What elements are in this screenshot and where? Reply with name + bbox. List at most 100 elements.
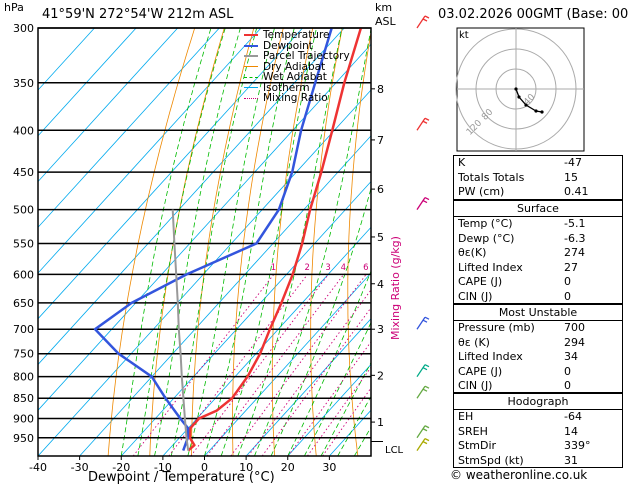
most-unstable-row: Lifted Index 34 bbox=[458, 350, 578, 363]
km-tick-label: 7 bbox=[377, 134, 384, 147]
wind-barb-flag bbox=[424, 364, 430, 368]
surface-row: CAPE (J) 0 bbox=[458, 275, 571, 288]
y-tick-label: 650 bbox=[13, 297, 34, 310]
legend-item-mixing-ratio: Mixing Ratio bbox=[244, 93, 350, 104]
mixing-ratio-label: 6 bbox=[363, 263, 369, 274]
wet-adiabat-line bbox=[337, 395, 371, 456]
km-tick-label: 6 bbox=[377, 183, 384, 196]
isotherm-line bbox=[287, 363, 371, 456]
km-ticks: 1 2 3 4 5 6 7 8 bbox=[371, 83, 384, 442]
isotherm-line bbox=[38, 28, 179, 183]
mixing-ratio-label: 1 bbox=[270, 263, 277, 274]
mixing-ratio-label: 4 bbox=[340, 263, 347, 274]
index-row-k: K -47 bbox=[458, 156, 582, 169]
wind-barb bbox=[416, 316, 426, 330]
y-tick-label: 350 bbox=[13, 77, 34, 90]
wind-barb bbox=[416, 117, 426, 131]
km-tick-label: 8 bbox=[377, 83, 384, 96]
y-tick-label: 900 bbox=[13, 413, 34, 426]
surface-row: Temp (°C) -5.1 bbox=[458, 217, 586, 230]
legend-item-dry-adiabat: Dry Adiabat bbox=[244, 61, 350, 73]
mixing-ratio-axis-label: Mixing Ratio (g/kg) bbox=[389, 236, 402, 340]
wind-barb-flag bbox=[422, 441, 428, 445]
hodograph-stats-row: StmDir 339° bbox=[458, 439, 591, 452]
most-unstable-row: θε (K) 294 bbox=[458, 335, 585, 349]
most-unstable-title: Most Unstable bbox=[454, 305, 622, 321]
datetime-title: 03.02.2026 00GMT (Base: 00) bbox=[438, 7, 629, 22]
y-tick-label: 300 bbox=[13, 22, 34, 35]
x-tick-label: 30 bbox=[322, 461, 336, 474]
km-tick-label: 4 bbox=[377, 278, 384, 291]
wind-barb bbox=[416, 15, 426, 29]
hodograph-point bbox=[517, 95, 521, 99]
wind-barb-flag bbox=[424, 385, 430, 389]
hodograph-stats-row: EH -64 bbox=[458, 410, 582, 423]
x-axis-label: Dewpoint / Temperature (°C) bbox=[88, 470, 275, 485]
x-tick-label: -40 bbox=[29, 461, 47, 474]
hodograph-point bbox=[534, 109, 538, 113]
y-ticks: 300 350 400 450 500 550 600 650 700 750 800 850 900 9… bbox=[13, 22, 34, 445]
hodograph-stats-row: StmSpd (kt) 31 bbox=[458, 453, 578, 467]
km-tick-label: 1 bbox=[377, 416, 384, 429]
credit[interactable]: © weatheronline.co.uk bbox=[450, 468, 588, 482]
isotherm-line bbox=[38, 28, 220, 228]
isotherm-line bbox=[38, 28, 262, 274]
hodograph-point bbox=[524, 103, 528, 107]
wind-barb-flag bbox=[422, 18, 428, 22]
wind-barb-flag bbox=[424, 438, 430, 442]
km-tick-label: 3 bbox=[377, 323, 384, 336]
x-tick-label: 10 bbox=[239, 461, 253, 474]
wind-barb bbox=[416, 197, 426, 210]
y-tick-label: 400 bbox=[13, 124, 34, 137]
isotherm-line bbox=[38, 28, 137, 137]
surface-title: Surface bbox=[454, 201, 622, 217]
surface-row: Dewp (°C) -6.3 bbox=[458, 231, 586, 245]
y-tick-label: 750 bbox=[13, 348, 34, 361]
surface-row: Lifted Index 27 bbox=[458, 260, 578, 274]
most-unstable-row: Pressure (mb) 700 bbox=[458, 321, 585, 334]
indices-box: K -47 Totals Totals 15 PW (cm) 0.41 bbox=[453, 155, 623, 200]
sounding-series bbox=[93, 28, 363, 452]
surface-box: Surface Temp (°C) -5.1 Dewp (°C) -6.3 θε(K… bbox=[453, 200, 623, 304]
wind-barb bbox=[416, 364, 426, 378]
wind-barb-flag bbox=[422, 200, 428, 204]
surface-row: CIN (J) 0 bbox=[458, 289, 571, 303]
lcl-label: LCL bbox=[385, 445, 404, 456]
wind-barb-flag bbox=[424, 117, 430, 121]
y-tick-label: 500 bbox=[13, 204, 34, 217]
legend-item-isotherm: Isotherm bbox=[244, 82, 350, 94]
hodograph bbox=[455, 27, 585, 152]
y-tick-label: 550 bbox=[13, 237, 34, 250]
isotherm-line bbox=[38, 28, 303, 320]
hodograph-point bbox=[540, 110, 544, 114]
wet-adiabat-line bbox=[320, 361, 371, 456]
isobars bbox=[38, 27, 371, 439]
surface-row: θε(K) 274 bbox=[458, 246, 585, 259]
series-line-dewpoint bbox=[93, 28, 333, 452]
legend-item-parcel: Parcel Trajectory bbox=[244, 51, 350, 62]
height-unit: km bbox=[375, 1, 393, 14]
y-tick-label: 450 bbox=[13, 166, 34, 179]
x-tick-label: -30 bbox=[71, 461, 89, 474]
wind-barb bbox=[416, 425, 426, 439]
height-unit-asl: ASL bbox=[375, 15, 396, 28]
x-tick-label: -20 bbox=[112, 461, 130, 474]
most-unstable-row: CIN (J) 0 bbox=[458, 379, 571, 392]
pressure-unit: hPa bbox=[4, 1, 24, 14]
km-tick-label: 5 bbox=[377, 231, 384, 244]
y-tick-label: 700 bbox=[13, 323, 34, 336]
wind-barb-flag bbox=[422, 428, 428, 432]
wet-adiabat-line bbox=[304, 321, 371, 456]
mixing-ratio-line bbox=[190, 274, 329, 456]
wind-barb-flag bbox=[424, 197, 430, 201]
y-tick-label: 600 bbox=[13, 268, 34, 281]
index-row-pw: PW (cm) 0.41 bbox=[458, 185, 589, 198]
y-tick-label: 950 bbox=[13, 432, 34, 445]
isotherm-line bbox=[38, 89, 371, 456]
wind-barb-flag bbox=[424, 316, 430, 320]
wind-barb-flag bbox=[424, 425, 430, 429]
most-unstable-row: CAPE (J) 0 bbox=[458, 364, 571, 378]
km-tick-label: 2 bbox=[377, 369, 384, 382]
isotherm-line bbox=[204, 272, 371, 456]
